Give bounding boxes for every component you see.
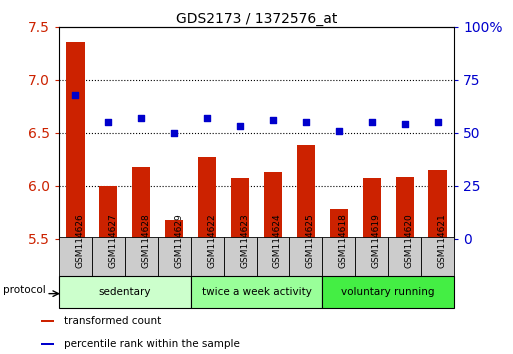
Text: GSM114627: GSM114627	[108, 213, 117, 268]
Text: GSM114624: GSM114624	[273, 213, 282, 268]
Text: transformed count: transformed count	[64, 316, 161, 326]
Point	[269, 117, 277, 123]
Bar	[363, 178, 381, 239]
Point	[137, 115, 145, 121]
Bar	[59, 276, 191, 308]
Bar	[355, 237, 388, 278]
Point	[433, 119, 442, 125]
Bar	[428, 170, 447, 239]
Point	[368, 119, 376, 125]
Bar	[421, 237, 454, 278]
Point	[71, 92, 80, 97]
Text: voluntary running: voluntary running	[342, 287, 435, 297]
Bar	[165, 220, 183, 239]
Bar	[231, 178, 249, 239]
Text: GSM114623: GSM114623	[240, 213, 249, 268]
Title: GDS2173 / 1372576_at: GDS2173 / 1372576_at	[176, 12, 337, 25]
Bar	[322, 276, 454, 308]
Bar	[289, 237, 322, 278]
Point	[170, 130, 179, 136]
Bar	[297, 145, 315, 239]
Text: GSM114622: GSM114622	[207, 213, 216, 268]
Bar	[191, 276, 322, 308]
Bar	[132, 167, 150, 239]
Text: GSM114626: GSM114626	[75, 213, 85, 268]
Text: GSM114625: GSM114625	[306, 213, 315, 268]
Bar	[41, 320, 54, 322]
Bar	[191, 237, 224, 278]
Bar	[264, 172, 282, 239]
Bar	[158, 237, 191, 278]
Bar	[66, 42, 85, 239]
Text: GSM114621: GSM114621	[438, 213, 446, 268]
Bar	[330, 209, 348, 239]
Point	[104, 119, 112, 125]
Bar	[224, 237, 256, 278]
Text: GSM114620: GSM114620	[405, 213, 413, 268]
Bar	[388, 237, 421, 278]
Text: protocol: protocol	[3, 285, 46, 296]
Text: twice a week activity: twice a week activity	[202, 287, 311, 297]
Bar	[41, 343, 54, 345]
Text: GSM114618: GSM114618	[339, 213, 348, 268]
Point	[401, 121, 409, 127]
Bar	[256, 237, 289, 278]
Text: GSM114629: GSM114629	[174, 213, 183, 268]
Bar	[100, 186, 117, 239]
Bar	[198, 157, 216, 239]
Point	[302, 119, 310, 125]
Bar	[396, 177, 413, 239]
Text: percentile rank within the sample: percentile rank within the sample	[64, 339, 240, 349]
Bar	[322, 237, 355, 278]
Point	[236, 124, 244, 129]
Bar	[125, 237, 158, 278]
Text: GSM114619: GSM114619	[372, 213, 381, 268]
Bar	[92, 237, 125, 278]
Text: GSM114628: GSM114628	[141, 213, 150, 268]
Point	[334, 128, 343, 133]
Text: sedentary: sedentary	[98, 287, 151, 297]
Bar	[59, 237, 92, 278]
Point	[203, 115, 211, 121]
